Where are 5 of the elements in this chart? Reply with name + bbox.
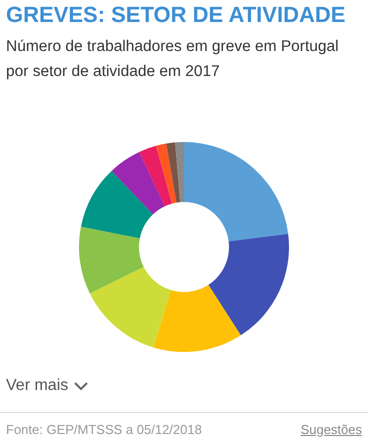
source-note: Fonte: GEP/MTSSS a 05/12/2018 — [6, 422, 202, 437]
text: Ver mais — [6, 377, 68, 395]
chart-title: GREVES: SETOR DE ATIVIDADE — [6, 2, 346, 28]
chart-subtitle: Número de trabalhadores em greve em Portugal por setor de atividade em 2017 — [6, 37, 340, 82]
text: Sugestões — [300, 422, 362, 437]
